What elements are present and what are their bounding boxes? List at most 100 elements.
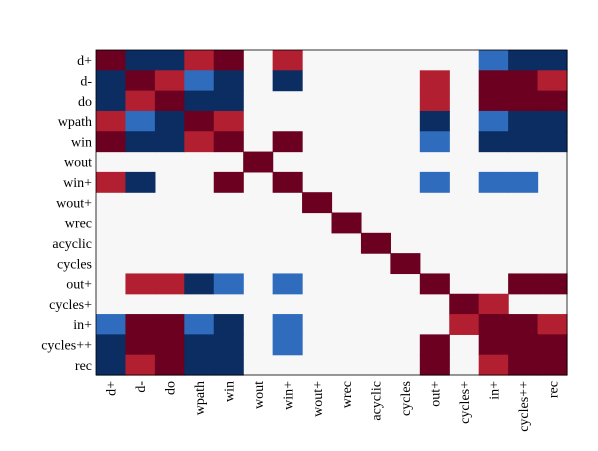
column-label: rec bbox=[546, 381, 561, 398]
row-label: d+ bbox=[77, 54, 92, 69]
heatmap-cell bbox=[154, 110, 185, 132]
heatmap-cell bbox=[213, 90, 244, 112]
column-label: cycles++ bbox=[517, 381, 532, 432]
heatmap-cell bbox=[154, 70, 185, 92]
heatmap-cell bbox=[184, 50, 215, 71]
heatmap-cell bbox=[478, 110, 509, 132]
heatmap-cell bbox=[508, 90, 539, 112]
column-label: d- bbox=[134, 381, 149, 393]
heatmap-cell bbox=[154, 354, 185, 376]
heatmap-cell bbox=[213, 50, 244, 71]
column-label: win+ bbox=[281, 381, 296, 410]
column-label: in+ bbox=[487, 381, 502, 400]
heatmap-cell bbox=[184, 90, 215, 112]
heatmap-cell bbox=[154, 90, 185, 112]
heatmap-cell bbox=[213, 110, 244, 132]
heatmap-cell bbox=[419, 334, 450, 356]
heatmap-cell bbox=[508, 354, 539, 376]
heatmap-cell bbox=[243, 151, 274, 173]
row-label: win bbox=[71, 135, 92, 150]
column-label: d+ bbox=[105, 381, 120, 396]
heatmap-cell bbox=[272, 50, 303, 71]
heatmap-cell bbox=[96, 171, 127, 193]
heatmap-cell bbox=[478, 70, 509, 92]
heatmap-cell bbox=[125, 70, 156, 92]
heatmap-cell bbox=[508, 171, 539, 193]
heatmap-cell bbox=[508, 70, 539, 92]
heatmap-cell bbox=[360, 232, 391, 254]
row-label: cycles+ bbox=[49, 298, 92, 313]
row-label: win+ bbox=[63, 176, 92, 191]
heatmap-cell bbox=[537, 334, 568, 356]
heatmap-cell bbox=[272, 273, 303, 295]
heatmap-cell bbox=[154, 334, 185, 356]
heatmap-cell bbox=[213, 354, 244, 376]
heatmap-cell bbox=[125, 171, 156, 193]
heatmap-cell bbox=[125, 354, 156, 376]
heatmap-cell bbox=[125, 334, 156, 356]
heatmap-cell bbox=[272, 131, 303, 153]
heatmap-cell bbox=[478, 90, 509, 112]
heatmap-cell bbox=[125, 50, 156, 71]
heatmap-cell bbox=[184, 110, 215, 132]
heatmap-cell bbox=[96, 334, 127, 356]
row-label: in+ bbox=[73, 318, 92, 333]
heatmap-cell bbox=[272, 334, 303, 356]
row-label: wrec bbox=[65, 217, 92, 232]
heatmap-cell bbox=[419, 273, 450, 295]
heatmap-cell bbox=[537, 273, 568, 295]
heatmap-cell bbox=[184, 334, 215, 356]
heatmap-cell bbox=[508, 334, 539, 356]
row-label: cycles++ bbox=[41, 339, 92, 354]
heatmap-cell bbox=[478, 334, 509, 356]
heatmap-cell bbox=[478, 314, 509, 335]
heatmap-cell bbox=[537, 110, 568, 132]
heatmap-cell bbox=[96, 70, 127, 92]
row-label: do bbox=[78, 95, 92, 110]
heatmap-cell bbox=[96, 131, 127, 153]
heatmap-cell bbox=[419, 171, 450, 193]
heatmap-cell bbox=[154, 131, 185, 153]
heatmap-cell bbox=[508, 50, 539, 71]
heatmap-cell bbox=[96, 90, 127, 112]
column-label: win bbox=[222, 381, 237, 402]
row-label: wout bbox=[64, 156, 92, 171]
heatmap-cell bbox=[125, 131, 156, 153]
heatmap-cell bbox=[508, 314, 539, 335]
heatmap-cell bbox=[96, 354, 127, 376]
heatmap-cell bbox=[508, 131, 539, 153]
heatmap-cell bbox=[184, 273, 215, 295]
column-label: wout bbox=[252, 381, 267, 409]
heatmap-cell bbox=[537, 131, 568, 153]
row-label: acyclic bbox=[52, 237, 92, 252]
row-labels: d+ d-do wpath win wout win+ wout+ wrec acyclic cy… bbox=[41, 54, 92, 374]
heatmap-cell bbox=[478, 131, 509, 153]
column-label: wpath bbox=[193, 381, 208, 415]
row-label: rec bbox=[75, 359, 92, 374]
heatmap-cell bbox=[419, 131, 450, 153]
heatmap-cell bbox=[419, 354, 450, 376]
plot-frame bbox=[95, 49, 568, 376]
heatmap-cell bbox=[537, 314, 568, 335]
heatmap-cell bbox=[213, 334, 244, 356]
heatmap-cell bbox=[213, 314, 244, 335]
heatmap-cell bbox=[272, 171, 303, 193]
heatmap-cell bbox=[449, 314, 480, 335]
column-label: wout+ bbox=[311, 381, 326, 417]
heatmap-cell bbox=[154, 273, 185, 295]
heatmap-cell bbox=[537, 50, 568, 71]
heatmap-cell bbox=[213, 171, 244, 193]
heatmap-cell bbox=[537, 90, 568, 112]
heatmap-cell bbox=[390, 253, 421, 275]
heatmap-cell bbox=[125, 110, 156, 132]
heatmap-cell bbox=[184, 131, 215, 153]
heatmap-cell bbox=[537, 70, 568, 92]
heatmap-cell bbox=[537, 354, 568, 376]
heatmap-cell bbox=[125, 90, 156, 112]
column-label: do bbox=[164, 381, 179, 395]
heatmap-cell bbox=[419, 110, 450, 132]
heatmap-cell bbox=[272, 314, 303, 335]
column-label: out+ bbox=[429, 381, 444, 407]
heatmap-cell bbox=[508, 110, 539, 132]
row-label: d- bbox=[80, 74, 92, 89]
